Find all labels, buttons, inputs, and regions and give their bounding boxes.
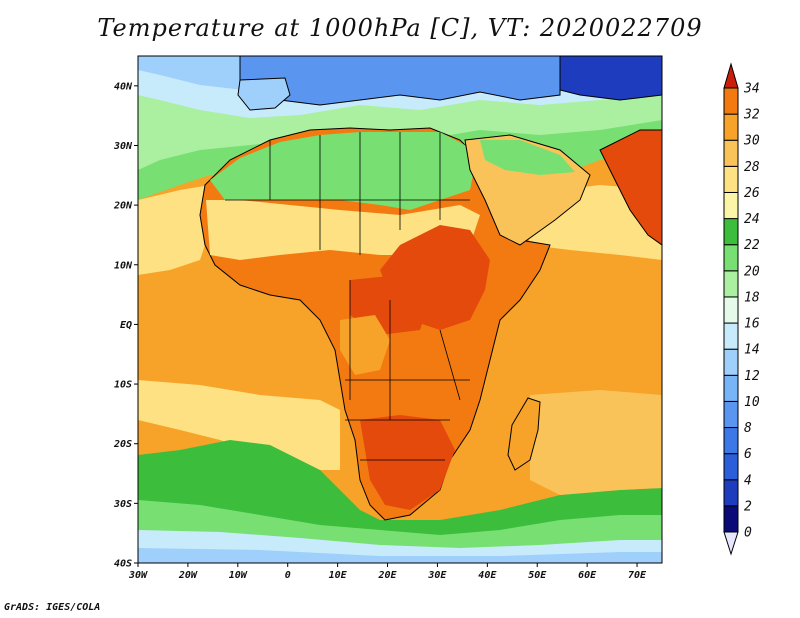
colorbar-label: 16 <box>744 317 760 332</box>
lat-tick-label: 20N <box>113 201 133 212</box>
colorbar-label: 30 <box>743 134 760 149</box>
lon-tick-label: 0 <box>285 570 291 581</box>
lat-tick-label: EQ <box>120 320 132 331</box>
colorbar-label: 20 <box>744 264 760 279</box>
south-blue-band <box>138 548 662 563</box>
lon-tick-label: 50E <box>528 570 547 581</box>
colorbar-swatch <box>723 505 739 533</box>
colorbar-swatch <box>723 479 739 507</box>
lon-tick-label: 60E <box>578 570 597 581</box>
colorbar-label: 22 <box>744 238 760 253</box>
lon-tick-label: 30E <box>427 570 447 581</box>
colorbar-swatch <box>723 296 739 324</box>
indian-ocean-south-zone <box>530 390 662 495</box>
lon-tick-label: 70E <box>628 570 647 581</box>
credit-text: GrADS: IGES/COLA <box>4 602 101 613</box>
colorbar-label: 0 <box>744 526 752 541</box>
lat-tick-label: 30N <box>113 141 133 152</box>
colorbar-label: 18 <box>744 290 760 305</box>
colorbar-label: 34 <box>743 82 760 97</box>
colorbar-swatch <box>723 139 739 167</box>
colorbar-swatch <box>723 244 739 272</box>
colorbar-label: 8 <box>744 421 752 436</box>
colorbar-swatch <box>723 453 739 481</box>
congo-warm-zone <box>340 315 390 375</box>
latitude-axis: 40N 30N 20N 10N EQ 10S 20S 30S 40S <box>113 81 138 570</box>
longitude-axis: 30W 20W 10W 0 10E 20E 30E 40E 50E 60E 70E <box>128 563 647 581</box>
country-boundaries <box>225 132 470 461</box>
colorbar-label: 10 <box>744 395 760 410</box>
colorbar-min-arrow <box>723 531 739 556</box>
colorbar-swatch <box>723 113 739 141</box>
lat-tick-label: 20S <box>113 439 132 450</box>
plot-area <box>138 56 662 563</box>
southern-africa-hot-zone <box>360 415 455 510</box>
lon-tick-label: 30W <box>128 570 148 581</box>
colorbar-swatch <box>723 374 739 402</box>
chart-title: Temperature at 1000hPa [C], VT: 20200227… <box>97 14 703 42</box>
madagascar-land <box>507 397 541 471</box>
colorbar-max-arrow <box>723 62 739 89</box>
lat-tick-label: 10N <box>114 260 133 271</box>
lon-tick-label: 10W <box>229 570 248 581</box>
colorbar-label: 24 <box>744 212 760 227</box>
asia-north-land <box>559 56 662 101</box>
lon-tick-label: 20E <box>377 570 397 581</box>
arabia-green-zone <box>480 140 575 175</box>
colorbar-swatch <box>723 427 739 455</box>
colorbar-label: 12 <box>744 369 760 384</box>
colorbar-swatch <box>723 348 739 376</box>
colorbar-swatch <box>723 87 739 115</box>
lon-tick-label: 20W <box>178 570 198 581</box>
colorbar-label: 4 <box>744 473 752 488</box>
lat-tick-label: 40S <box>114 559 132 570</box>
lat-tick-label: 10S <box>114 380 132 391</box>
colorbar-label: 26 <box>744 186 760 201</box>
lat-tick-label: 40N <box>114 81 133 92</box>
india-land <box>599 129 662 246</box>
south-yellow-band <box>138 380 340 470</box>
colorbar-swatch <box>723 400 739 429</box>
colorbar-swatch <box>723 218 739 246</box>
colorbar-label: 2 <box>744 499 752 514</box>
colorbar-label: 32 <box>743 108 760 123</box>
colorbar-swatch <box>723 165 739 193</box>
colorbar-swatch <box>723 191 739 220</box>
colorbar-label: 28 <box>744 160 760 175</box>
colorbar-label: 14 <box>744 343 760 358</box>
lon-tick-label: 10E <box>329 570 348 581</box>
lat-tick-label: 30S <box>113 499 132 510</box>
iberia-land <box>237 77 291 111</box>
sahara-green-zone <box>210 132 475 210</box>
lon-tick-label: 40E <box>478 570 497 581</box>
colorbar-label: 6 <box>744 447 752 462</box>
colorbar-swatch <box>723 270 739 298</box>
plot-frame <box>137 55 663 564</box>
colorbar-swatch <box>723 322 739 350</box>
atlantic-warm-zone <box>138 185 210 275</box>
